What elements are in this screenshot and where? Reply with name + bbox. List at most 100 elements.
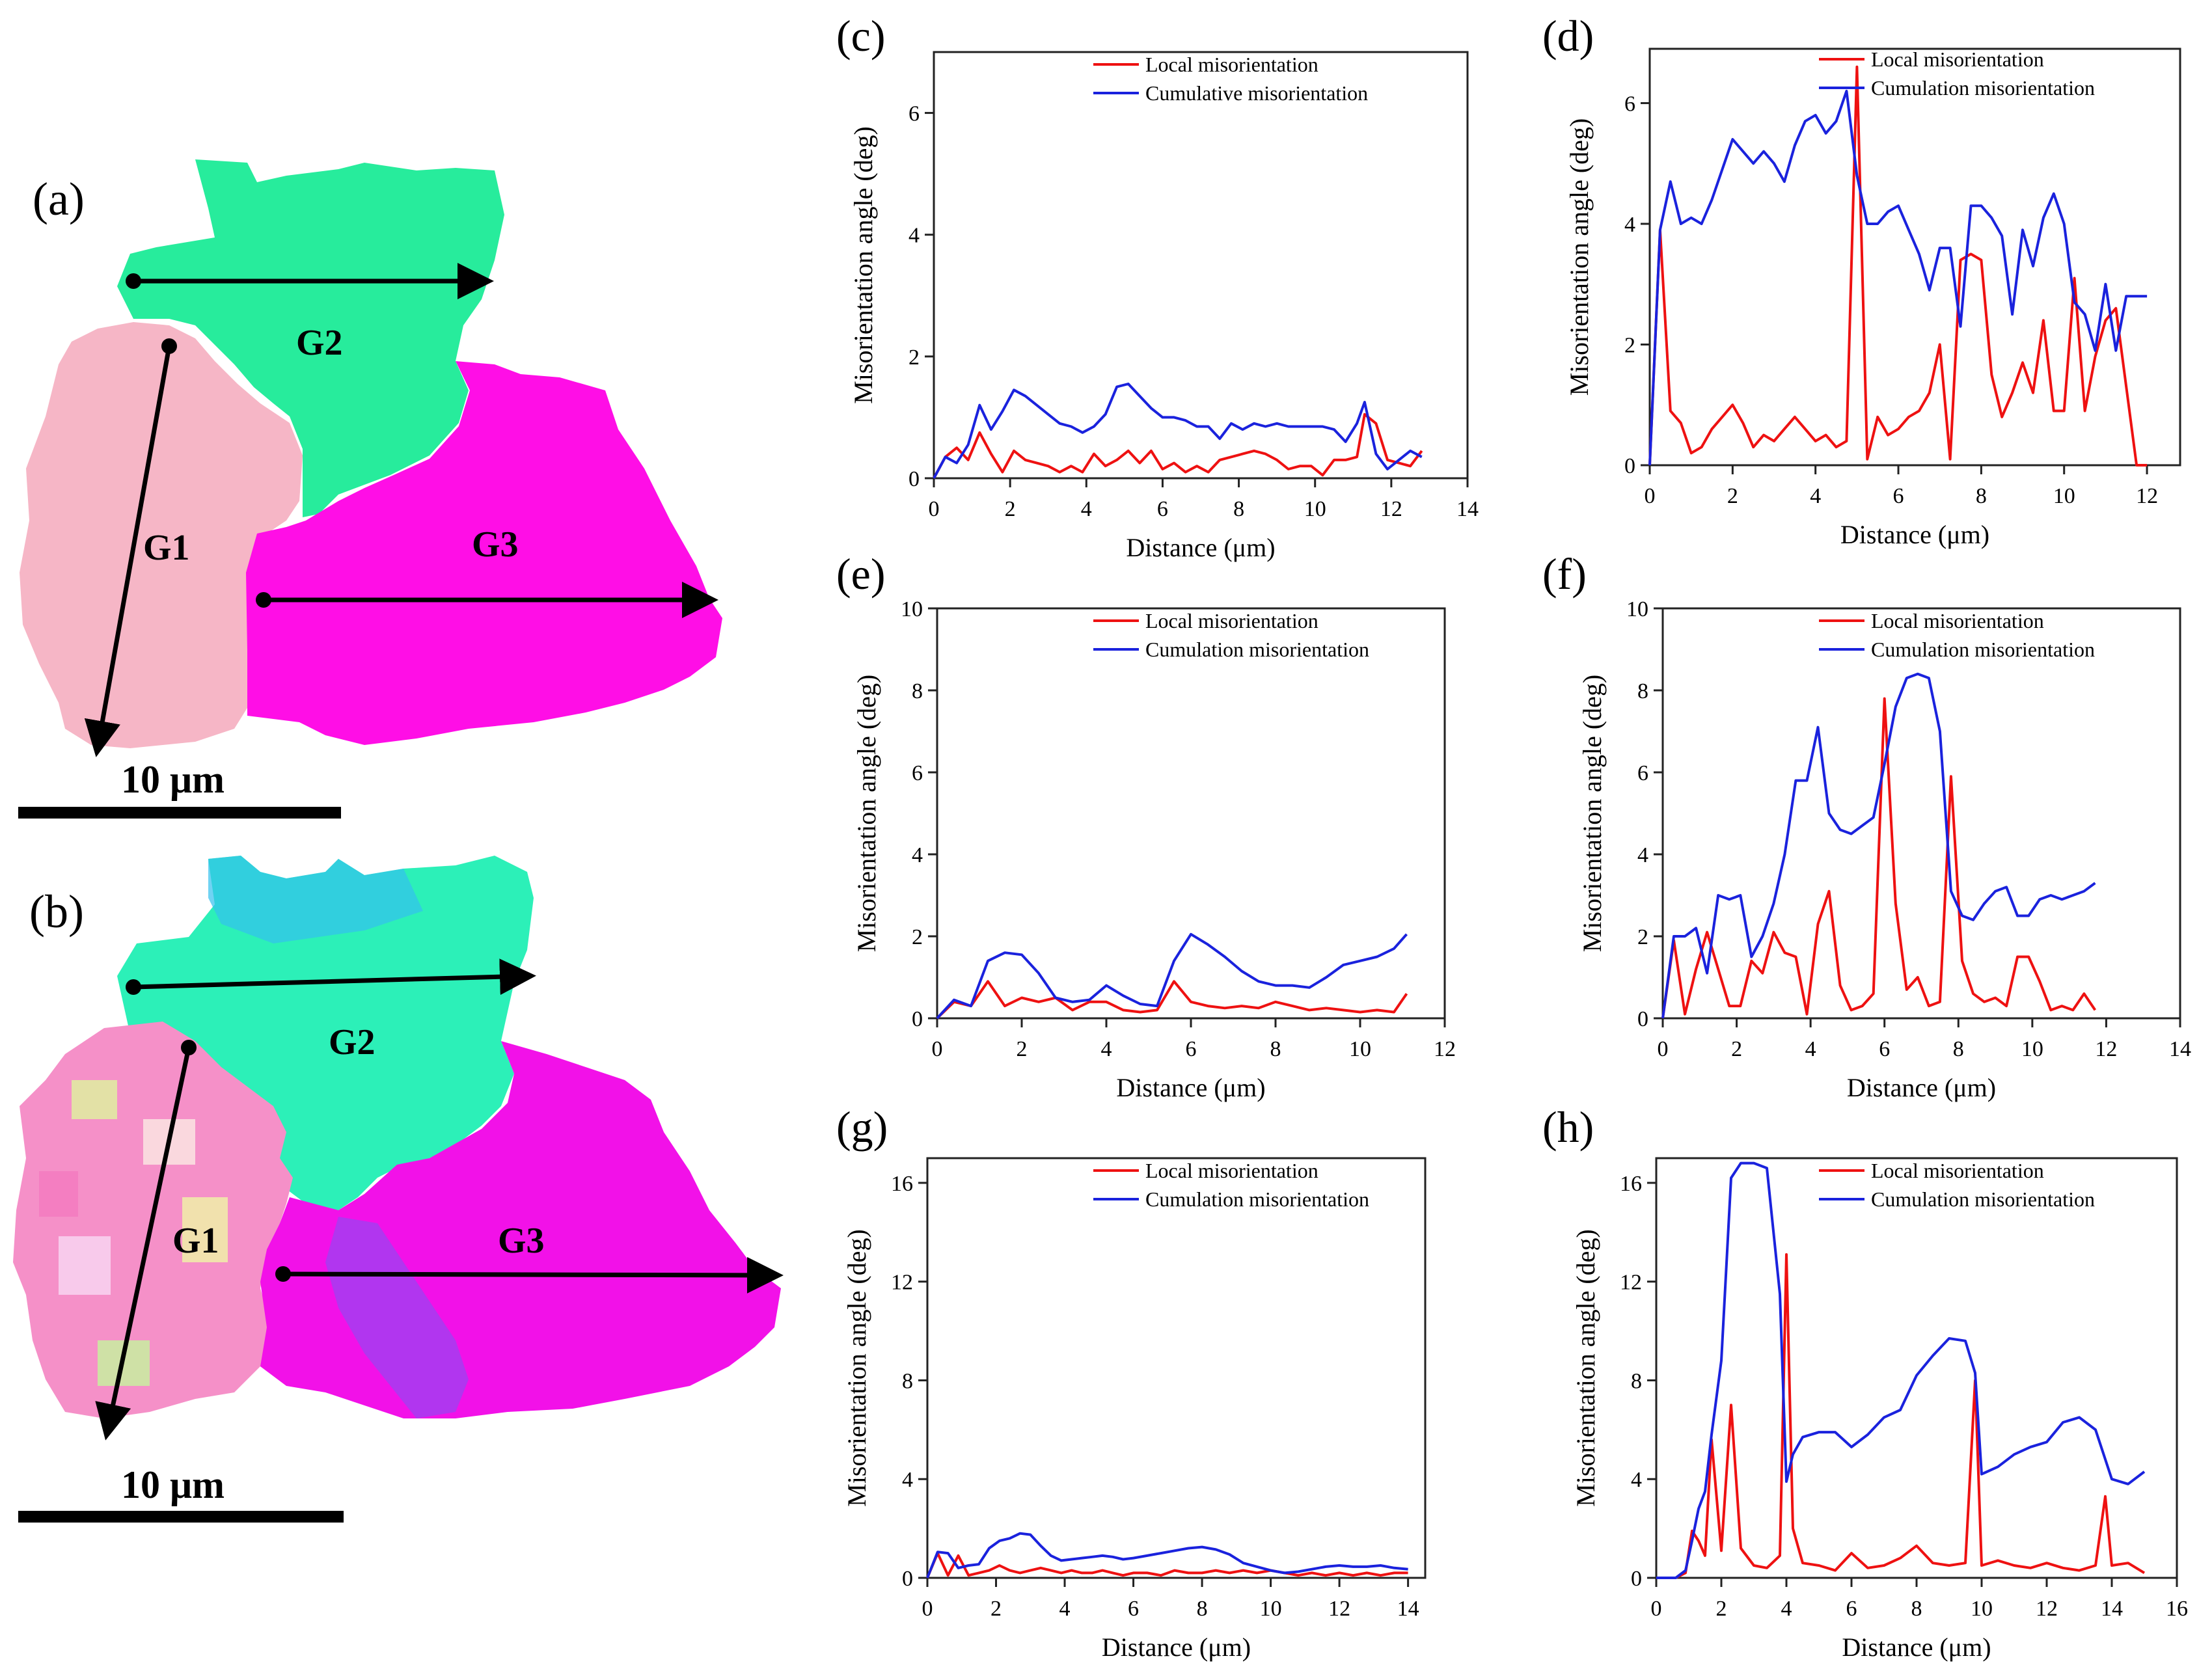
panel-label: (f) [1542, 549, 1587, 599]
x-tick-label: 12 [2036, 1597, 2058, 1621]
x-axis-label: Distance (μm) [1102, 1633, 1251, 1662]
x-tick-label: 6 [1846, 1597, 1857, 1621]
panel-label: (e) [836, 549, 885, 599]
x-tick-label: 8 [1976, 484, 1987, 508]
y-tick-label: 4 [912, 843, 923, 867]
grain-g2-region-b [117, 856, 534, 1210]
y-tick-label: 10 [901, 597, 923, 621]
x-tick-label: 0 [929, 497, 940, 521]
x-tick-label: 4 [1059, 1597, 1071, 1621]
legend-label: Local misorientation [1145, 53, 1318, 76]
legend-label: Local misorientation [1871, 47, 2044, 71]
plot-frame [933, 51, 1469, 480]
x-tick-label: 4 [1810, 484, 1821, 508]
panel-label-b: (b) [29, 886, 84, 938]
x-tick-label: 16 [2166, 1597, 2188, 1621]
x-tick-label: 2 [1716, 1597, 1727, 1621]
x-tick-label: 4 [1101, 1037, 1112, 1061]
x-tick-label: 14 [1456, 497, 1479, 521]
y-axis-label: Misorientation angle (deg) [849, 126, 878, 404]
chart-panel-h: (h) 0 2 4 6 8 10 12 14 16 0 4 8 12 16 Distance (μm) Miso… [1542, 1102, 2188, 1662]
grain-g1-patch-4 [182, 1197, 228, 1262]
y-tick-label: 0 [908, 467, 920, 491]
scale-bar-b [18, 1511, 344, 1523]
y-tick-label: 6 [908, 102, 920, 126]
y-axis-label: Misorientation angle (deg) [852, 675, 881, 953]
x-tick-label: 8 [1233, 497, 1244, 521]
y-tick-label: 2 [1624, 333, 1635, 357]
grain-g3-region [246, 361, 722, 745]
chart-panel-e: (e) 0 2 4 6 8 10 12 0 2 4 6 8 10 Distance (μm) Misorien… [836, 549, 1456, 1102]
x-tick-label: 12 [1380, 497, 1402, 521]
y-tick-label: 10 [1626, 597, 1648, 621]
panel-label-a: (a) [33, 173, 85, 225]
x-tick-label: 4 [1781, 1597, 1792, 1621]
grain-g1-region [20, 322, 303, 748]
x-tick-label: 8 [1197, 1597, 1208, 1621]
y-tick-label: 6 [912, 761, 923, 785]
y-tick-label: 4 [1637, 843, 1648, 867]
profile-start-g3-b [275, 1266, 291, 1282]
x-axis-label: Distance (μm) [1840, 520, 1989, 549]
plot-frame [1661, 607, 2181, 1020]
profile-line-g1-b [95, 1047, 191, 1441]
x-tick-label: 2 [1727, 484, 1738, 508]
series-line-local [1661, 697, 2097, 1019]
x-tick-label: 14 [1397, 1597, 1419, 1621]
series-line-local [1648, 65, 2148, 467]
series-line-cumulative [933, 383, 1423, 479]
series-line-local [936, 980, 1408, 1020]
grain-label-g1-a: G1 [143, 528, 190, 568]
legend-label: Cumulative misorientation [1145, 81, 1368, 105]
y-tick-label: 0 [1624, 454, 1635, 478]
grain-label-g3-a: G3 [472, 524, 519, 565]
plot-frame [1655, 1157, 2178, 1579]
legend-label: Local misorientation [1145, 609, 1318, 632]
x-tick-label: 2 [1005, 497, 1016, 521]
x-tick-label: 6 [1157, 497, 1168, 521]
x-tick-label: 0 [932, 1037, 943, 1061]
profile-line-g3-b [282, 1256, 784, 1294]
y-tick-label: 0 [902, 1567, 913, 1591]
legend-label: Cumulation misorientation [1871, 76, 2095, 100]
x-tick-label: 6 [1128, 1597, 1139, 1621]
y-axis-label: Misorientation angle (deg) [1564, 118, 1594, 396]
y-tick-label: 4 [908, 224, 920, 248]
x-tick-label: 8 [1270, 1037, 1281, 1061]
x-axis-label: Distance (μm) [1842, 1633, 1991, 1662]
x-tick-label: 2 [1731, 1037, 1742, 1061]
x-tick-label: 8 [1953, 1037, 1964, 1061]
profile-start-g2-b [126, 979, 141, 995]
grain-g1-patch-6 [39, 1171, 78, 1217]
y-tick-label: 0 [912, 1007, 923, 1031]
legend-label: Cumulation misorientation [1145, 1187, 1369, 1211]
y-tick-label: 6 [1624, 92, 1635, 116]
x-tick-label: 10 [2053, 484, 2075, 508]
x-tick-label: 14 [2169, 1037, 2191, 1061]
map-panel-a: (a) G1 G2 G3 10 μm [18, 159, 722, 819]
x-tick-label: 2 [990, 1597, 1002, 1621]
x-axis-label: Distance (μm) [1116, 1073, 1265, 1102]
series-line-cumulative [1661, 672, 2096, 1019]
plot-frame [1648, 47, 2181, 467]
x-tick-label: 0 [922, 1597, 933, 1621]
grain-label-g2-b: G2 [329, 1022, 376, 1063]
x-tick-label: 2 [1017, 1037, 1028, 1061]
scale-bar-label-b: 10 μm [121, 1463, 225, 1506]
legend-label: Local misorientation [1145, 1159, 1318, 1182]
y-tick-label: 8 [912, 679, 923, 703]
y-tick-label: 8 [1637, 679, 1648, 703]
x-tick-label: 12 [2095, 1037, 2117, 1061]
x-tick-label: 6 [1186, 1037, 1197, 1061]
x-axis-label: Distance (μm) [1126, 533, 1275, 562]
profile-start-g1-b [181, 1040, 197, 1055]
x-tick-label: 12 [1434, 1037, 1456, 1061]
grain-g3-subgrain-b [325, 1217, 469, 1418]
y-tick-label: 12 [1620, 1271, 1642, 1295]
x-axis-label: Distance (μm) [1847, 1073, 1996, 1102]
chart-panel-g: (g) 0 2 4 6 8 10 12 14 0 4 8 12 16 Distance (μm) Misori… [836, 1102, 1427, 1662]
y-tick-label: 0 [1631, 1567, 1642, 1591]
scale-bar-label-a: 10 μm [121, 758, 225, 801]
x-tick-label: 4 [1081, 497, 1092, 521]
y-axis-label: Misorientation angle (deg) [842, 1229, 871, 1507]
